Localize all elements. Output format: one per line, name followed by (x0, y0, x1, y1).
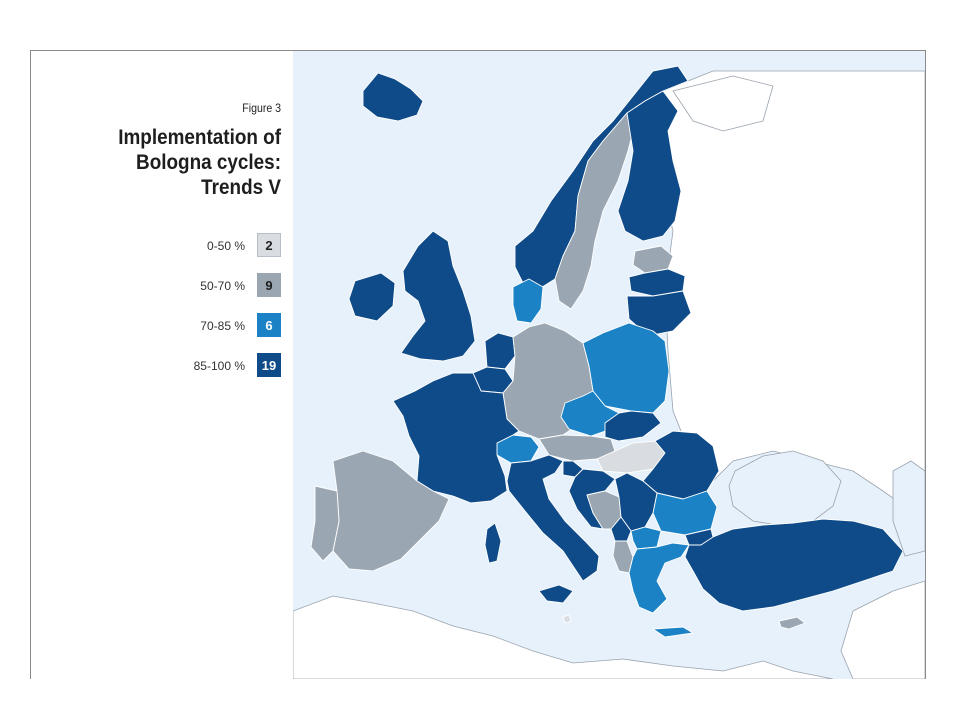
countries (310, 65, 904, 638)
legend-panel: Figure 3 Implementation of Bologna cycle… (31, 51, 293, 679)
legend-item-70-85: 70-85 % 6 (81, 313, 281, 353)
caspian-sea (892, 460, 925, 557)
country-turkey-thrace (684, 528, 714, 546)
country-portugal (310, 485, 340, 562)
country-lithuania (626, 290, 692, 337)
legend-range-label: 85-100 % (193, 359, 245, 373)
land-middle-east (840, 580, 925, 679)
land-north-africa (293, 595, 834, 679)
country-united-kingdom (400, 230, 476, 362)
country-ireland (348, 272, 396, 322)
country-denmark (512, 278, 544, 324)
legend-item-0-50: 0-50 % 2 (81, 233, 281, 273)
land-kola-peninsula (672, 75, 774, 132)
figure-title: Implementation of Bologna cycles: Trends… (65, 125, 281, 200)
legend-range-label: 70-85 % (200, 319, 245, 333)
title-line-1: Implementation of (118, 126, 281, 149)
title-line-3: Trends V (201, 176, 281, 199)
europe-map (293, 51, 925, 679)
country-finland (617, 90, 682, 242)
legend-item-85-100: 85-100 % 19 (81, 353, 281, 393)
figure-label: Figure 3 (242, 101, 281, 115)
country-latvia (628, 268, 686, 297)
legend-range-label: 0-50 % (206, 239, 245, 253)
legend-swatch: 6 (257, 313, 281, 337)
country-sardinia (484, 522, 502, 564)
legend-item-50-70: 50-70 % 9 (81, 273, 281, 313)
legend-range-label: 50-70 % (200, 279, 245, 293)
country-crete (652, 626, 694, 638)
country-greece (628, 542, 690, 614)
legend-swatch: 19 (257, 353, 281, 377)
inland-seas (728, 450, 925, 557)
country-malta (562, 614, 572, 624)
country-france (392, 372, 520, 504)
figure-frame: Figure 3 Implementation of Bologna cycle… (30, 50, 926, 679)
country-sicily (538, 584, 574, 604)
country-cyprus (778, 616, 806, 630)
country-switzerland (496, 434, 540, 464)
country-montenegro (610, 516, 632, 542)
legend-swatch: 9 (257, 273, 281, 297)
country-serbia (614, 472, 658, 532)
country-slovakia (604, 410, 662, 442)
country-north-macedonia (630, 526, 662, 550)
country-turkey (684, 518, 904, 612)
legend: 0-50 % 2 50-70 % 9 70-85 % 6 85-100 % 19 (81, 233, 281, 393)
country-iceland (362, 72, 424, 122)
map-svg (293, 51, 925, 679)
country-sweden (554, 112, 634, 310)
title-line-2: Bologna cycles: (136, 151, 281, 174)
legend-swatch: 2 (257, 233, 281, 257)
black-sea (728, 450, 842, 527)
